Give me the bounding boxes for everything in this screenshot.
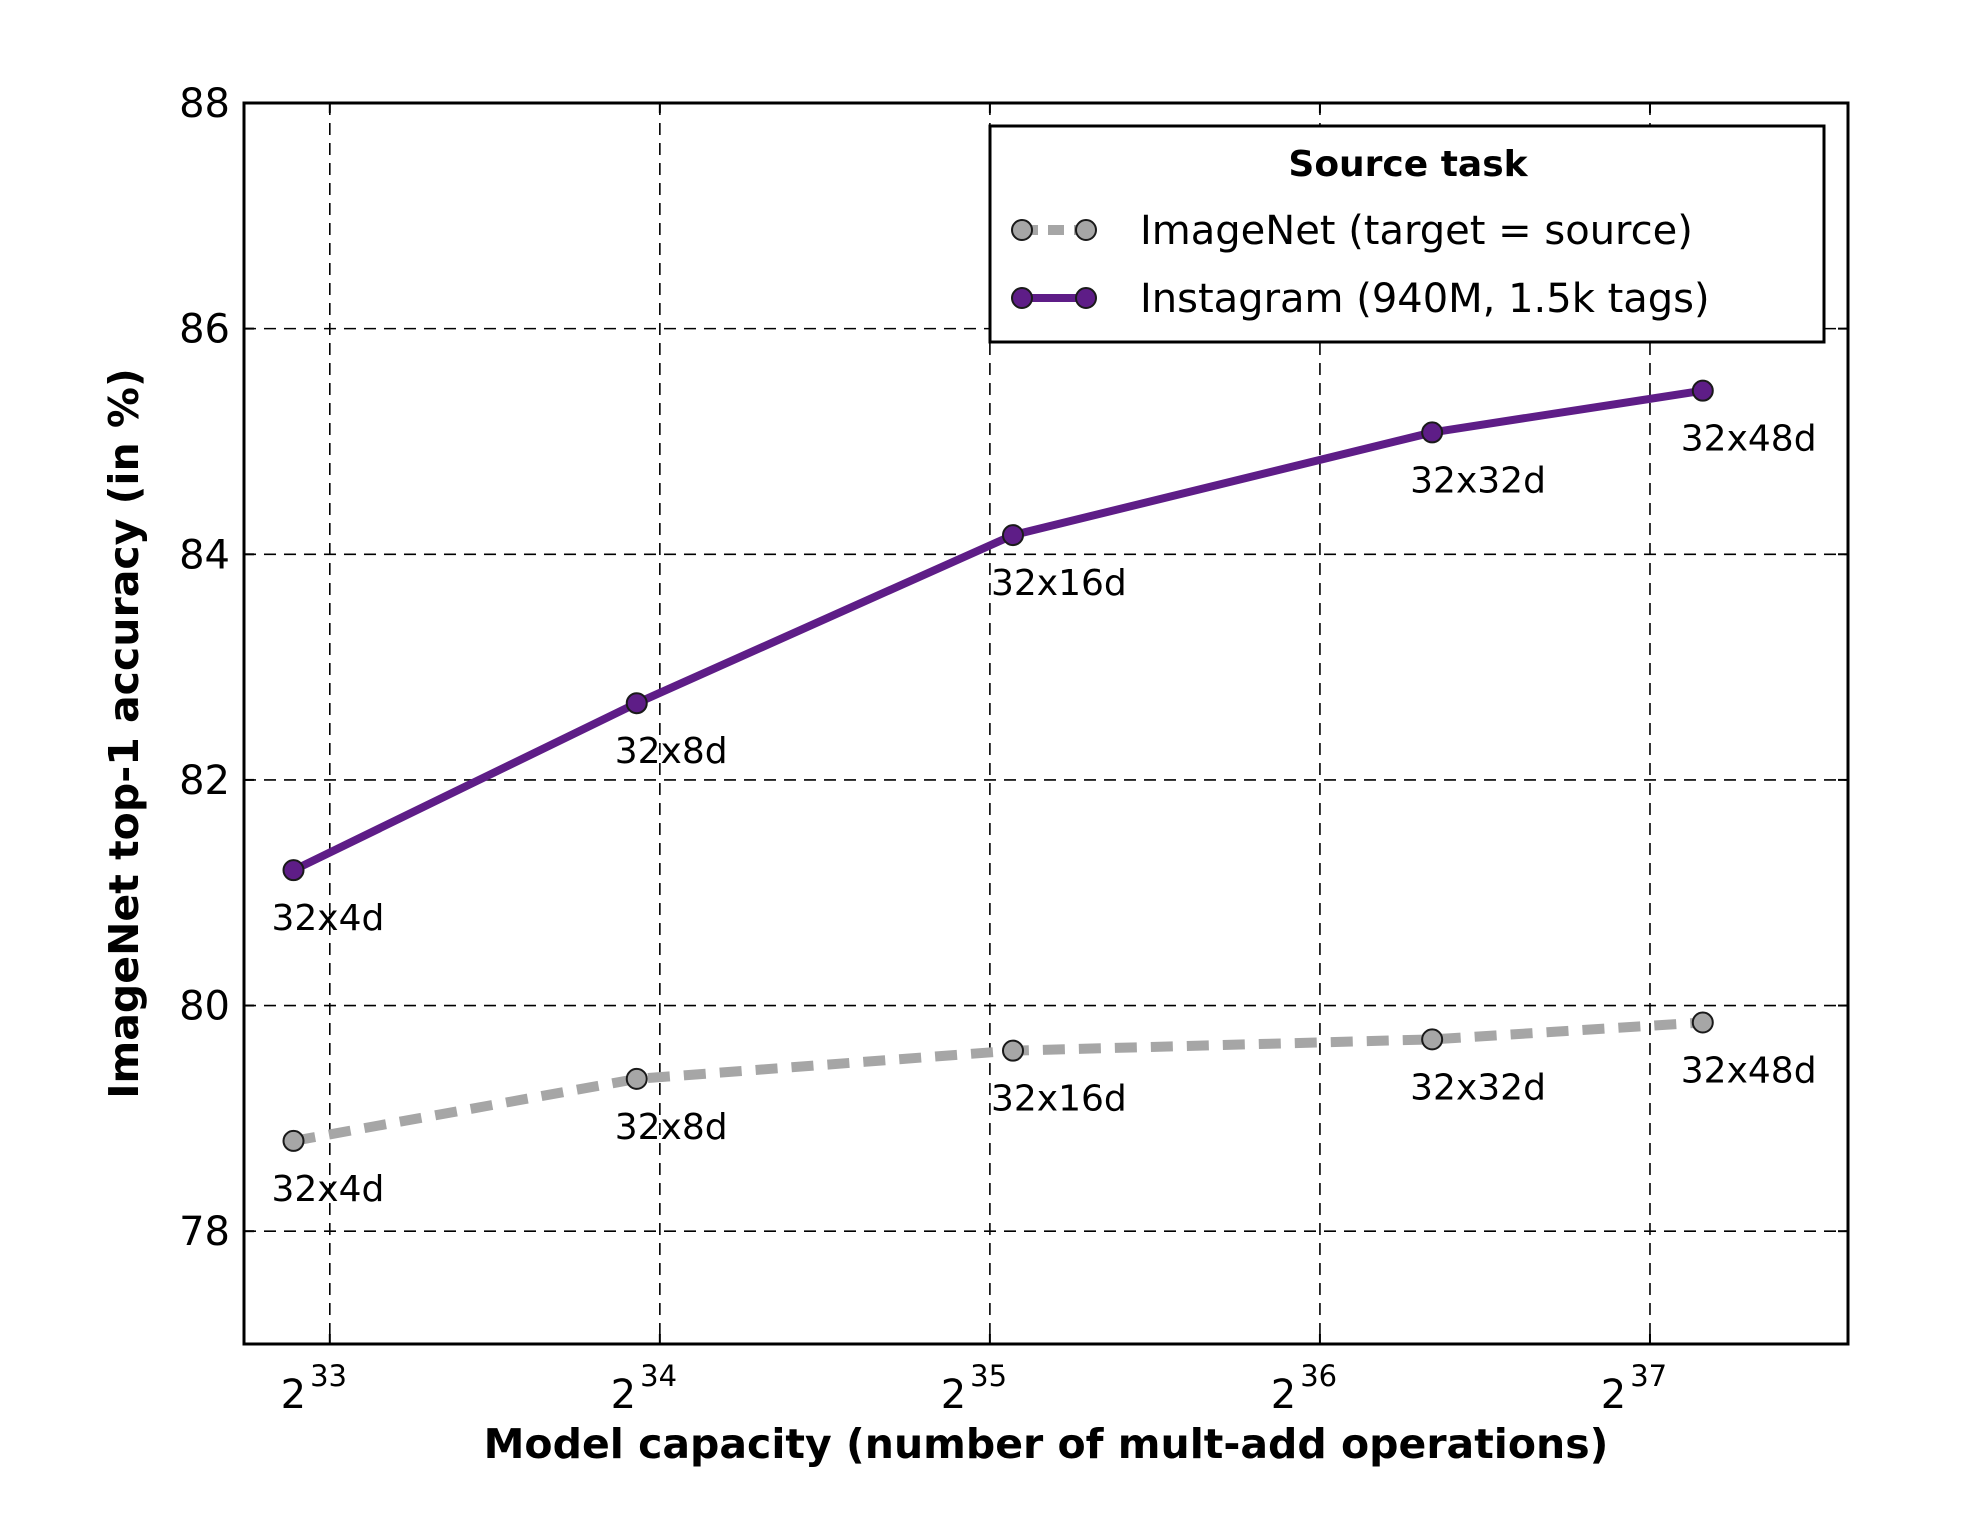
data-label: 32x32d <box>1410 460 1546 501</box>
data-point <box>1691 1011 1714 1034</box>
data-point <box>282 859 305 882</box>
data-label: 32x8d <box>615 1107 728 1148</box>
y-tick-label: 82 <box>179 758 230 804</box>
data-label: 32x48d <box>1681 1050 1817 1091</box>
data-label: 32x32d <box>1410 1067 1546 1108</box>
legend-label: ImageNet (target = source) <box>1140 208 1693 254</box>
x-axis-label: Model capacity (number of mult-add opera… <box>484 1420 1609 1468</box>
data-point <box>1421 421 1444 444</box>
legend-swatch-marker <box>1075 219 1097 241</box>
legend: Source task ImageNet (target = source) In… <box>988 124 1826 344</box>
x-tick-exponent: 36 <box>1300 1359 1337 1393</box>
x-tick-base: 2 <box>941 1372 966 1418</box>
x-tick-label: 2 34 <box>611 1359 677 1418</box>
x-tick-label: 2 33 <box>281 1359 347 1418</box>
series-layer: 32x4d 32x8d 32x16d 32x32d 32x48d 32x4d 32x8d 32… <box>272 379 1817 1210</box>
data-point <box>625 692 648 715</box>
data-point <box>1001 1039 1024 1062</box>
data-point <box>282 1129 305 1152</box>
y-tick-label: 84 <box>179 532 230 578</box>
x-tick-exponent: 37 <box>1630 1359 1667 1393</box>
data-label: 32x16d <box>991 563 1127 604</box>
legend-swatch-marker <box>1011 287 1033 309</box>
y-tick-label: 78 <box>179 1209 230 1255</box>
x-tick-base: 2 <box>611 1372 636 1418</box>
x-tick-base: 2 <box>281 1372 306 1418</box>
data-label: 32x8d <box>615 731 728 772</box>
x-tick-base: 2 <box>1601 1372 1626 1418</box>
data-label: 32x16d <box>991 1079 1127 1120</box>
x-tick-label: 2 37 <box>1601 1359 1667 1418</box>
plot-frame <box>242 101 1850 1346</box>
data-point <box>1691 379 1714 402</box>
x-tick-exponent: 33 <box>310 1359 347 1393</box>
legend-box <box>988 124 1826 344</box>
x-tick-label: 2 36 <box>1271 1359 1337 1418</box>
legend-swatch-marker <box>1075 287 1097 309</box>
y-tick-label: 88 <box>179 81 230 127</box>
x-tick-base: 2 <box>1271 1372 1296 1418</box>
data-point <box>1001 524 1024 547</box>
data-label: 32x4d <box>272 898 385 939</box>
y-tick-label: 86 <box>179 307 230 353</box>
data-point <box>625 1067 648 1090</box>
y-tick-label: 80 <box>179 984 230 1030</box>
x-tick-label: 2 35 <box>941 1359 1007 1418</box>
data-label: 32x48d <box>1681 419 1817 460</box>
legend-label: Instagram (940M, 1.5k tags) <box>1140 276 1710 322</box>
legend-entries: ImageNet (target = source) Instagram (940… <box>1011 208 1710 322</box>
data-point <box>1421 1028 1444 1051</box>
y-axis-label: ImageNet top-1 accuracy (in %) <box>100 368 148 1098</box>
data-label: 32x4d <box>272 1169 385 1210</box>
x-tick-exponent: 35 <box>970 1359 1007 1393</box>
x-tick-exponent: 34 <box>640 1359 677 1393</box>
legend-swatch-marker <box>1011 219 1033 241</box>
legend-title: Source task <box>1288 144 1528 185</box>
